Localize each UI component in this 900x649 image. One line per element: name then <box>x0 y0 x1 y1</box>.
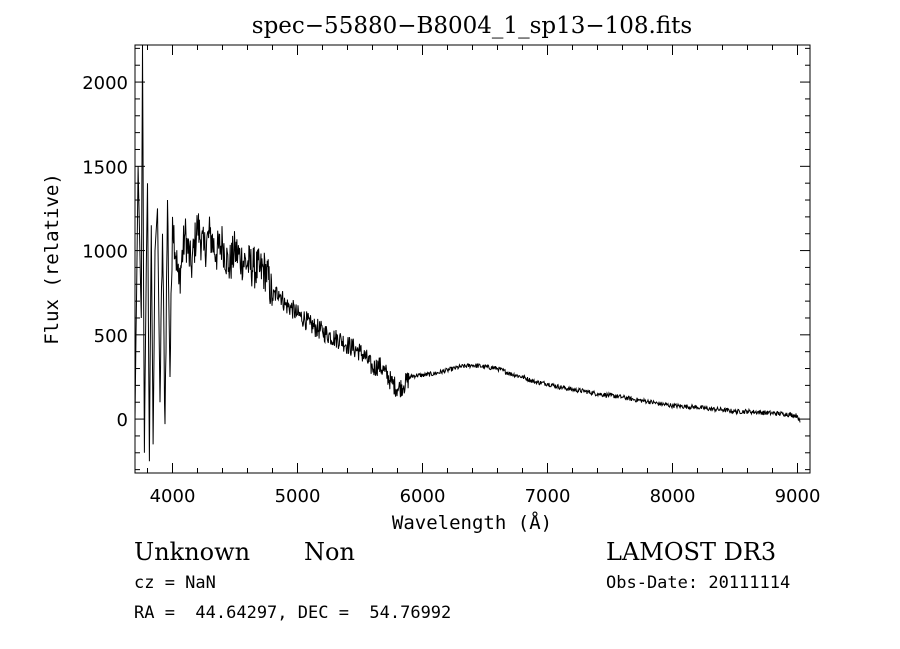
class-label: Unknown <box>134 538 251 566</box>
x-tick-label: 8000 <box>650 486 696 507</box>
y-axis-label: Flux (relative) <box>41 173 63 345</box>
survey-label: LAMOST DR3 <box>606 538 777 566</box>
obs-date-label: Obs-Date: 20111114 <box>606 573 791 593</box>
y-tick-label: 2000 <box>82 73 128 94</box>
axis-tick-labels: 4000 5000 6000 7000 8000 9000 0 500 1000 1500 2000 <box>82 73 820 507</box>
subclass-label: Non <box>304 538 355 566</box>
x-tick-label: 7000 <box>525 486 571 507</box>
y-tick-label: 1500 <box>82 157 128 178</box>
x-tick-label: 9000 <box>775 486 821 507</box>
x-tick-label: 4000 <box>150 486 196 507</box>
y-tick-label: 1000 <box>82 242 128 263</box>
y-tick-label: 0 <box>117 410 128 431</box>
coords-label: RA = 44.64297, DEC = 54.76992 <box>134 603 452 623</box>
x-tick-label: 5000 <box>275 486 321 507</box>
chart-title: spec−55880−B8004_1_sp13−108.fits <box>252 13 692 39</box>
cz-label: cz = NaN <box>134 573 216 593</box>
x-axis-label: Wavelength (Å) <box>392 511 552 534</box>
spectrum-line <box>134 44 801 462</box>
x-tick-label: 6000 <box>400 486 446 507</box>
y-tick-label: 500 <box>94 326 128 347</box>
axis-ticks <box>135 45 810 473</box>
